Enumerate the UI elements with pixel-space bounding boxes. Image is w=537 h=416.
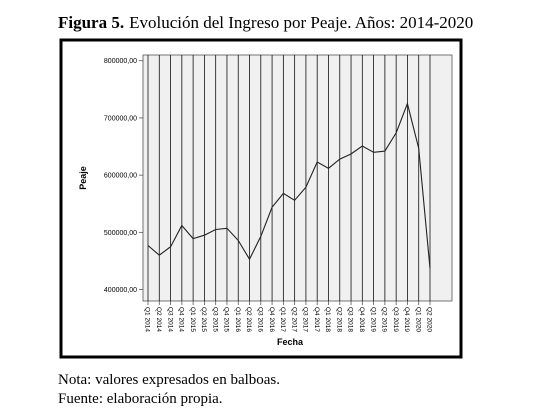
x-tick-label: Q4 2016 xyxy=(268,307,275,332)
x-tick-label: Q3 2015 xyxy=(211,307,218,332)
x-tick-label: Q3 2018 xyxy=(347,307,354,332)
figure-label: Figura 5. xyxy=(58,13,124,32)
x-tick-label: Q3 2016 xyxy=(257,307,264,332)
line xyxy=(147,101,431,269)
x-tick-label: Q2 2019 xyxy=(381,307,388,332)
x-tick-label: Q2 2017 xyxy=(290,307,297,332)
source: Fuente: elaboración propia. xyxy=(58,391,223,407)
x-tick-label: Q1 2019 xyxy=(369,307,376,332)
x-tick-label: Q4 2017 xyxy=(313,307,320,332)
x-tick-label: Q2 2020 xyxy=(426,307,433,332)
x-tick-label: Q3 2014 xyxy=(166,307,173,332)
chart-title: Evolución del Ingreso por Peaje. Años: 2… xyxy=(129,13,473,32)
y-tick-label: 400000,00 xyxy=(104,287,137,294)
x-tick-label: Q1 2014 xyxy=(144,307,151,332)
y-tick-label: 500000,00 xyxy=(104,230,137,237)
x-tick-label: Q3 2017 xyxy=(302,307,309,332)
x-tick-label: Q1 2016 xyxy=(234,307,241,332)
x-tick-label: Q4 2014 xyxy=(178,307,185,332)
x-tick-label: Q4 2019 xyxy=(403,307,410,332)
x-axis-title: Fecha xyxy=(277,337,304,347)
plot-area xyxy=(142,54,453,302)
note: Nota: valores expresados en balboas. xyxy=(58,372,280,388)
y-axis-title: Peaje xyxy=(78,166,88,190)
x-tick-label: Q2 2015 xyxy=(200,307,207,332)
y-tick-label: 800000,00 xyxy=(104,58,137,65)
x-tick-label: Q2 2018 xyxy=(335,307,342,332)
x-tick-label: Q2 2014 xyxy=(155,307,162,332)
x-tick-label: Q1 2015 xyxy=(189,307,196,332)
x-tick-label: Q1 2018 xyxy=(324,307,331,332)
y-tick-label: 700000,00 xyxy=(104,115,137,122)
x-tick-label: Q1 2017 xyxy=(279,307,286,332)
x-tick-label: Q3 2019 xyxy=(392,307,399,332)
x-tick-label: Q1 2020 xyxy=(414,307,421,332)
figure-title: Figura 5. Evolución del Ingreso por Peaje… xyxy=(58,13,473,32)
y-tick-label: 600000,00 xyxy=(104,173,137,180)
x-tick-label: Q4 2018 xyxy=(358,307,365,332)
x-tick-label: Q2 2016 xyxy=(245,307,252,332)
x-tick-label: Q4 2015 xyxy=(223,307,230,332)
